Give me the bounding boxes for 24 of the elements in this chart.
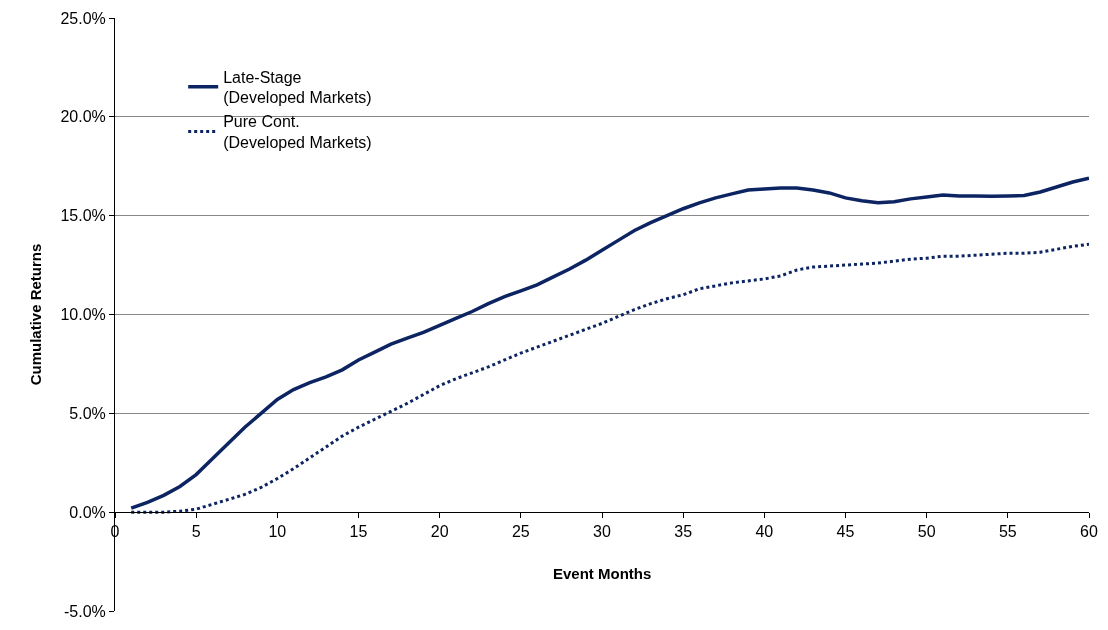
x-tick-label: 5 (191, 523, 201, 541)
y-tick-label: 5.0% (69, 404, 106, 422)
x-tick-label: 45 (836, 523, 855, 541)
y-axis-title: Cumulative Returns (26, 243, 44, 386)
x-tick-label: 10 (268, 523, 287, 541)
x-axis-title: Event Months (553, 565, 652, 582)
x-tick-label: 30 (593, 523, 611, 541)
x-tick-label: 20 (430, 523, 449, 541)
x-tick-label: 50 (917, 523, 936, 541)
x-tick-label: 60 (1080, 523, 1098, 541)
y-tick-label: 0.0% (69, 503, 106, 521)
x-tick-label: 25 (511, 523, 530, 541)
x-tick-label: 35 (674, 523, 693, 541)
y-tick-label: 20.0% (60, 108, 106, 126)
y-tick-label: 10.0% (60, 306, 106, 324)
y-tick-label: 15.0% (60, 207, 106, 225)
legend-label: Pure Cont. (Developed Markets) (223, 113, 372, 152)
y-tick-label: 25.0% (60, 9, 106, 27)
x-tick-label: 15 (349, 523, 368, 541)
legend-label: Late-Stage (Developed Markets) (223, 68, 372, 107)
y-tick-label: -5.0% (64, 602, 106, 620)
line-series (129, 176, 1089, 510)
x-tick-label: 55 (998, 523, 1017, 541)
x-tick-label: 40 (755, 523, 774, 541)
